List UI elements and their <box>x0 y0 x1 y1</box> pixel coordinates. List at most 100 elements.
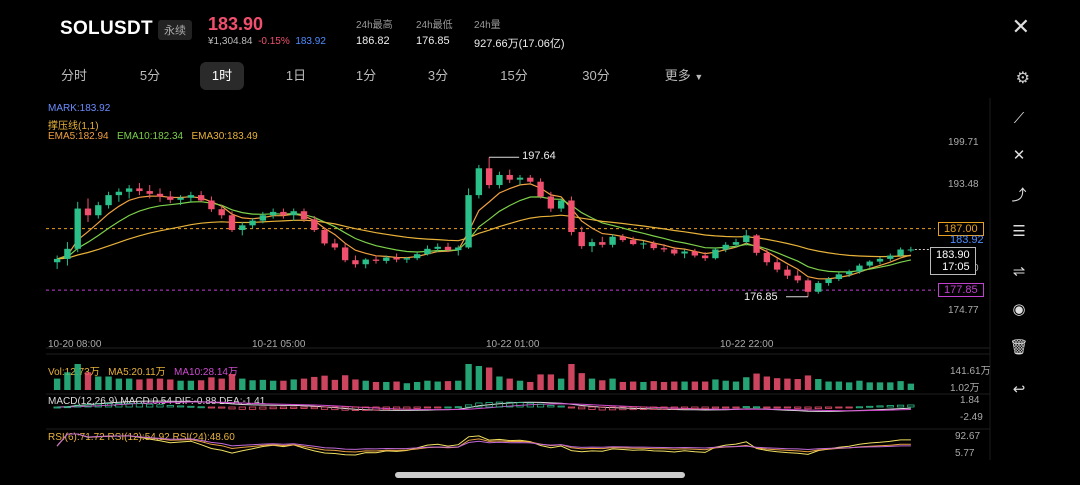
close-icon[interactable]: ✕ <box>1011 14 1030 39</box>
macd-bar <box>320 406 329 410</box>
macd-bar <box>783 406 792 409</box>
macd-bar <box>269 406 277 410</box>
tab-more[interactable]: 更多 ▼ <box>654 62 714 90</box>
macd-bar <box>300 406 308 409</box>
candle-body <box>660 248 668 250</box>
symbol-title[interactable]: SOLUSDT <box>60 18 153 39</box>
volume-bar <box>784 378 791 390</box>
volume-bar <box>897 381 904 390</box>
tab-more-label: 更多 <box>664 68 691 83</box>
candle-body <box>393 257 400 260</box>
macd-bar <box>248 406 257 410</box>
macd-bar <box>259 406 267 410</box>
home-indicator[interactable] <box>395 472 685 478</box>
candle-body <box>732 242 740 245</box>
candle-body <box>434 246 441 249</box>
tab-5m[interactable]: 5分 <box>139 68 161 83</box>
indicator-settings-icon[interactable]: ⇌ <box>1012 263 1026 280</box>
candle-body <box>588 242 596 247</box>
candle-body <box>568 200 575 233</box>
macd-bar <box>866 405 874 408</box>
tab-1h[interactable]: 1时 <box>200 62 244 90</box>
macd-bar <box>176 405 185 408</box>
candle-body <box>650 243 657 249</box>
macd-bar <box>722 406 730 409</box>
macd-bar <box>310 406 318 410</box>
support-tag: 177.85 <box>938 283 984 298</box>
macd-bar <box>228 406 236 410</box>
candle-body <box>259 215 267 221</box>
stat-high-label: 24h最高 <box>356 20 393 31</box>
candle-body <box>887 255 894 259</box>
volume-axis-tick-0: 141.61万 <box>950 366 991 377</box>
ema30-line <box>57 214 911 260</box>
price-subline: ¥1,304.84 -0.15% 183.92 <box>208 36 326 47</box>
volume-bar <box>280 380 287 390</box>
macd-bar <box>588 406 596 410</box>
trash-icon[interactable]: 🗑 <box>1009 339 1029 356</box>
tab-15m[interactable]: 15分 <box>500 68 528 83</box>
candle-body <box>249 220 256 226</box>
macd-bar <box>732 406 740 409</box>
candle-body <box>701 255 709 259</box>
volume-bar <box>300 378 308 390</box>
macd-bar <box>506 401 514 408</box>
macd-panel <box>46 393 990 412</box>
macd-bar <box>547 404 555 408</box>
volume-bar <box>599 380 606 390</box>
change-percent: -0.15% <box>258 36 290 47</box>
tab-1m[interactable]: 1分 <box>355 68 377 83</box>
candle-body <box>537 181 544 197</box>
volume-bar <box>218 378 225 390</box>
macd-bar <box>218 406 226 409</box>
macd-bar <box>464 404 473 408</box>
parallel-lines-icon[interactable]: ☰ <box>1012 223 1026 240</box>
volume-bar <box>640 381 647 390</box>
time-axis-tick-2: 10-22 01:00 <box>486 339 540 350</box>
rsi-axis-tick-0: 92.67 <box>955 431 981 442</box>
price-axis-tick-3: 174.77 <box>948 304 979 316</box>
macd-bar <box>351 406 360 411</box>
volume-bar <box>125 378 133 390</box>
volume-bar <box>506 378 513 390</box>
macd-bar <box>691 406 699 410</box>
tab-timeline[interactable]: 分时 <box>60 68 87 83</box>
candle-body <box>485 168 493 186</box>
trendline-tool-icon[interactable]: ⟋ <box>1013 110 1025 127</box>
volume-bar <box>249 380 256 390</box>
volume-bar <box>887 382 894 390</box>
volume-bar <box>876 382 884 390</box>
macd-bar <box>567 406 576 409</box>
macd-bar <box>763 406 771 409</box>
candle-body <box>897 249 904 256</box>
candle-body <box>84 208 92 216</box>
ema30-label: EMA30:183.49 <box>191 131 258 142</box>
volume-bar <box>732 381 740 390</box>
macd-bar <box>855 406 864 409</box>
cross-lines-tool-icon[interactable]: ✕ <box>1012 147 1026 164</box>
vol-label: Vol:12.73万 <box>48 367 100 378</box>
eye-icon[interactable]: ◉ <box>1012 301 1026 318</box>
tab-3m[interactable]: 3分 <box>427 68 449 83</box>
tab-1d[interactable]: 1日 <box>285 68 307 83</box>
macd-bar <box>434 406 442 409</box>
volume-bar <box>228 373 236 390</box>
macd-bar <box>413 406 421 409</box>
volume-bar <box>866 382 873 390</box>
macd-bar <box>166 405 174 408</box>
undo-icon[interactable]: ↩ <box>1012 381 1026 398</box>
gear-icon[interactable]: ⚙ <box>1015 70 1030 87</box>
ray-tool-icon[interactable]: ⤴ <box>1011 187 1027 204</box>
candle-body <box>197 195 205 201</box>
candle-body <box>506 174 513 180</box>
macd-bar <box>475 402 483 408</box>
volume-bar <box>321 375 328 390</box>
tab-30m[interactable]: 30分 <box>582 68 610 83</box>
volume-bar <box>763 376 771 390</box>
candle-body <box>496 174 503 186</box>
macd-bar <box>670 406 678 410</box>
stat-volume-value: 927.66万(17.06亿) <box>474 38 565 50</box>
candle-body <box>907 249 915 251</box>
price-chart[interactable] <box>0 98 1080 463</box>
macd-bar <box>392 406 401 410</box>
